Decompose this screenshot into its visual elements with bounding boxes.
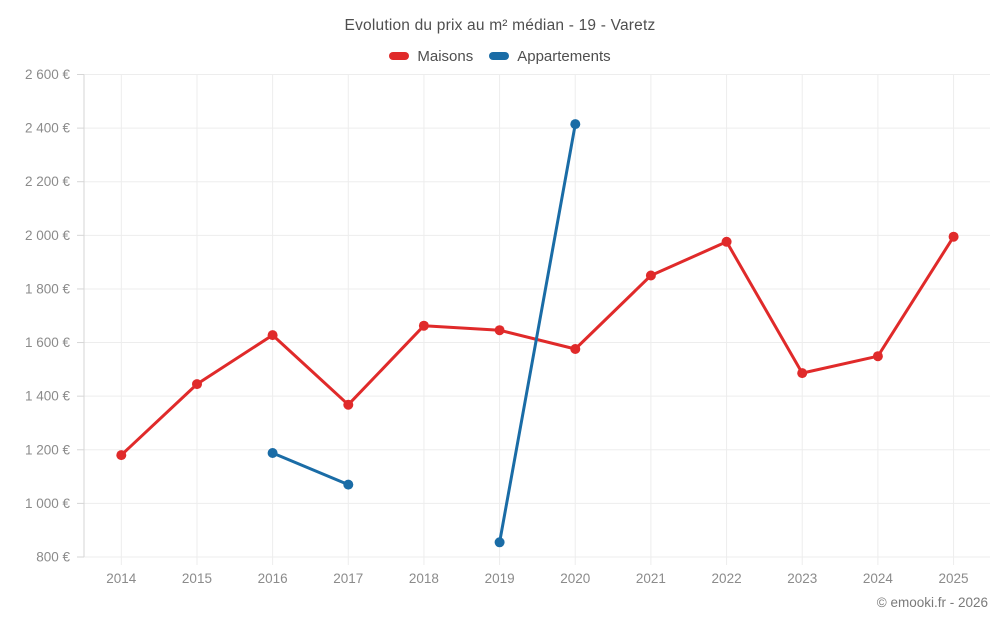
y-tick-label: 1 800 € <box>25 281 71 296</box>
chart-legend: Maisons Appartements <box>0 45 1000 67</box>
data-point-maisons-2019[interactable] <box>494 325 505 336</box>
x-tick-label: 2017 <box>333 571 363 586</box>
data-point-appartements-2020[interactable] <box>570 119 581 130</box>
data-point-appartements-2016[interactable] <box>267 448 278 458</box>
series-line-appartements <box>271 122 577 544</box>
data-point-appartements-2019[interactable] <box>494 537 505 548</box>
x-tick-label: 2024 <box>863 571 894 586</box>
x-tick-label: 2021 <box>636 571 666 586</box>
data-point-maisons-2025[interactable] <box>948 231 959 242</box>
x-tick-label: 2025 <box>939 571 969 586</box>
data-point-maisons-2023[interactable] <box>797 368 808 379</box>
data-point-maisons-2014[interactable] <box>116 450 127 461</box>
y-tick-label: 1 000 € <box>25 496 71 511</box>
x-tick-label: 2022 <box>712 571 742 586</box>
data-point-maisons-2022[interactable] <box>721 236 732 247</box>
data-point-maisons-2024[interactable] <box>872 351 883 362</box>
maisons-series-swatch-icon <box>389 52 410 60</box>
x-tick-label: 2015 <box>182 571 212 586</box>
y-tick-label: 1 600 € <box>25 335 71 350</box>
x-tick-label: 2018 <box>409 571 439 586</box>
x-tick-label: 2023 <box>787 571 817 586</box>
data-point-maisons-2016[interactable] <box>267 330 278 341</box>
y-tick-label: 2 200 € <box>25 174 71 189</box>
x-tick-label: 2020 <box>560 571 590 586</box>
y-tick-label: 800 € <box>36 550 70 565</box>
y-tick-label: 1 200 € <box>25 442 71 457</box>
data-point-appartements-2017[interactable] <box>343 479 354 490</box>
y-tick-label: 2 400 € <box>25 121 71 136</box>
legend-item-maisons[interactable]: Maisons <box>389 48 473 65</box>
legend-label-appartements: Appartements <box>517 47 611 65</box>
series-line-maisons <box>119 235 956 457</box>
data-point-maisons-2020[interactable] <box>570 344 581 354</box>
data-point-maisons-2021[interactable] <box>645 270 656 281</box>
x-tick-label: 2016 <box>258 571 288 586</box>
data-point-maisons-2017[interactable] <box>343 399 354 410</box>
data-point-maisons-2015[interactable] <box>192 379 202 390</box>
y-tick-label: 1 400 € <box>25 389 71 404</box>
data-point-maisons-2018[interactable] <box>418 320 429 331</box>
y-tick-label: 2 000 € <box>25 228 71 243</box>
chart-title: Evolution du prix au m² médian - 19 - Va… <box>344 17 656 34</box>
appartements-series-swatch-icon <box>489 52 510 60</box>
copyright-text: © emooki.fr - 2026 <box>876 595 988 610</box>
y-tick-label: 2 600 € <box>25 67 71 82</box>
x-tick-label: 2014 <box>106 571 137 586</box>
legend-label-maisons: Maisons <box>417 47 474 65</box>
x-tick-label: 2019 <box>485 571 515 586</box>
legend-item-appartements[interactable]: Appartements <box>489 47 611 65</box>
